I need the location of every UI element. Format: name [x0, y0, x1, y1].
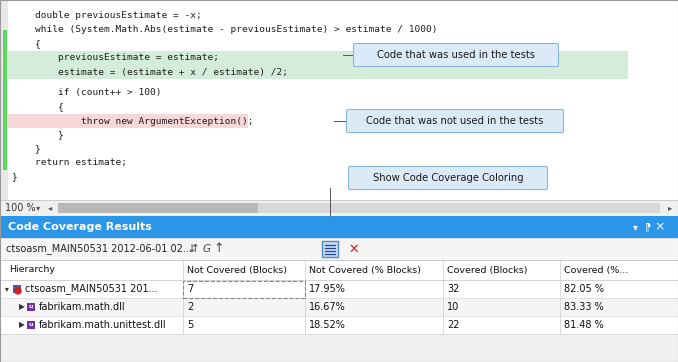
- Text: }: }: [12, 144, 41, 153]
- Bar: [8, 51, 628, 65]
- Text: 16.67%: 16.67%: [309, 302, 346, 312]
- Bar: [0, 316, 678, 334]
- FancyBboxPatch shape: [348, 167, 548, 189]
- Text: }: }: [12, 130, 64, 139]
- Text: u: u: [28, 323, 33, 328]
- Text: ×: ×: [655, 220, 665, 233]
- Bar: [0, 298, 678, 316]
- Text: ▾: ▾: [36, 203, 40, 212]
- Text: 17.95%: 17.95%: [309, 284, 346, 294]
- Text: Not Covered (% Blocks): Not Covered (% Blocks): [309, 265, 421, 274]
- Text: return estimate;: return estimate;: [12, 159, 127, 168]
- FancyBboxPatch shape: [353, 43, 559, 67]
- Text: u: u: [28, 304, 33, 310]
- Text: ▸: ▸: [668, 203, 672, 212]
- Bar: [3, 30, 7, 170]
- Text: 10: 10: [447, 302, 459, 312]
- Text: {: {: [12, 39, 41, 49]
- Text: }: }: [12, 173, 18, 181]
- Text: Code that was used in the tests: Code that was used in the tests: [377, 50, 535, 60]
- Text: 5: 5: [187, 320, 193, 330]
- Text: 100 %: 100 %: [5, 203, 36, 213]
- Text: 82.05 %: 82.05 %: [564, 284, 604, 294]
- Text: ▶: ▶: [19, 320, 25, 329]
- Bar: [27, 303, 35, 311]
- Text: ctsoasm_MAIN50531 201...: ctsoasm_MAIN50531 201...: [25, 283, 157, 294]
- Bar: [0, 216, 678, 238]
- Bar: [0, 0, 678, 200]
- Text: 2: 2: [187, 302, 193, 312]
- Bar: [183, 281, 305, 298]
- Text: Code that was not used in the tests: Code that was not used in the tests: [366, 116, 544, 126]
- Text: 7: 7: [187, 284, 193, 294]
- Text: Hierarchy: Hierarchy: [9, 265, 55, 274]
- Bar: [0, 200, 678, 216]
- Bar: [8, 114, 248, 128]
- Bar: [0, 280, 678, 298]
- Text: Covered (Blocks): Covered (Blocks): [447, 265, 527, 274]
- Text: previousEstimate = estimate;: previousEstimate = estimate;: [12, 54, 219, 63]
- Bar: [0, 0, 8, 200]
- Text: Code Coverage Results: Code Coverage Results: [8, 222, 152, 232]
- Text: {: {: [12, 102, 64, 111]
- Text: ctsoasm_MAIN50531 2012-06-01 02...: ctsoasm_MAIN50531 2012-06-01 02...: [6, 244, 192, 254]
- Text: ↑: ↑: [214, 243, 224, 256]
- Text: ⁋: ⁋: [645, 222, 651, 232]
- Bar: [13, 285, 21, 293]
- Text: while (System.Math.Abs(estimate - previousEstimate) > estimate / 1000): while (System.Math.Abs(estimate - previo…: [12, 25, 437, 34]
- Text: if (count++ > 100): if (count++ > 100): [12, 88, 161, 97]
- Text: 83.33 %: 83.33 %: [564, 302, 603, 312]
- Text: ▾: ▾: [633, 222, 637, 232]
- Text: fabrikam.math.unittest.dll: fabrikam.math.unittest.dll: [39, 320, 167, 330]
- Bar: [27, 321, 35, 329]
- Text: Show Code Coverage Coloring: Show Code Coverage Coloring: [373, 173, 523, 183]
- Circle shape: [15, 288, 21, 294]
- Text: 22: 22: [447, 320, 460, 330]
- Text: ▾: ▾: [5, 285, 9, 294]
- Text: ⇵: ⇵: [188, 244, 198, 254]
- Text: 32: 32: [447, 284, 460, 294]
- Text: double previousEstimate = -x;: double previousEstimate = -x;: [12, 12, 202, 21]
- Text: Covered (%...: Covered (%...: [564, 265, 629, 274]
- FancyBboxPatch shape: [346, 109, 563, 132]
- Text: 81.48 %: 81.48 %: [564, 320, 603, 330]
- Text: throw new ArgumentException();: throw new ArgumentException();: [12, 117, 254, 126]
- Bar: [58, 203, 660, 213]
- Bar: [8, 65, 628, 79]
- Text: ▶: ▶: [19, 303, 25, 311]
- Text: fabrikam.math.dll: fabrikam.math.dll: [39, 302, 125, 312]
- Bar: [0, 260, 678, 280]
- Text: ✕: ✕: [348, 243, 359, 256]
- Bar: [58, 203, 258, 213]
- Bar: [0, 238, 678, 260]
- Text: G: G: [203, 244, 211, 254]
- Text: Not Covered (Blocks): Not Covered (Blocks): [187, 265, 287, 274]
- Text: ◂: ◂: [48, 203, 52, 212]
- Text: estimate = (estimate + x / estimate) /2;: estimate = (estimate + x / estimate) /2;: [12, 67, 288, 76]
- Bar: [322, 241, 338, 257]
- Text: 18.52%: 18.52%: [309, 320, 346, 330]
